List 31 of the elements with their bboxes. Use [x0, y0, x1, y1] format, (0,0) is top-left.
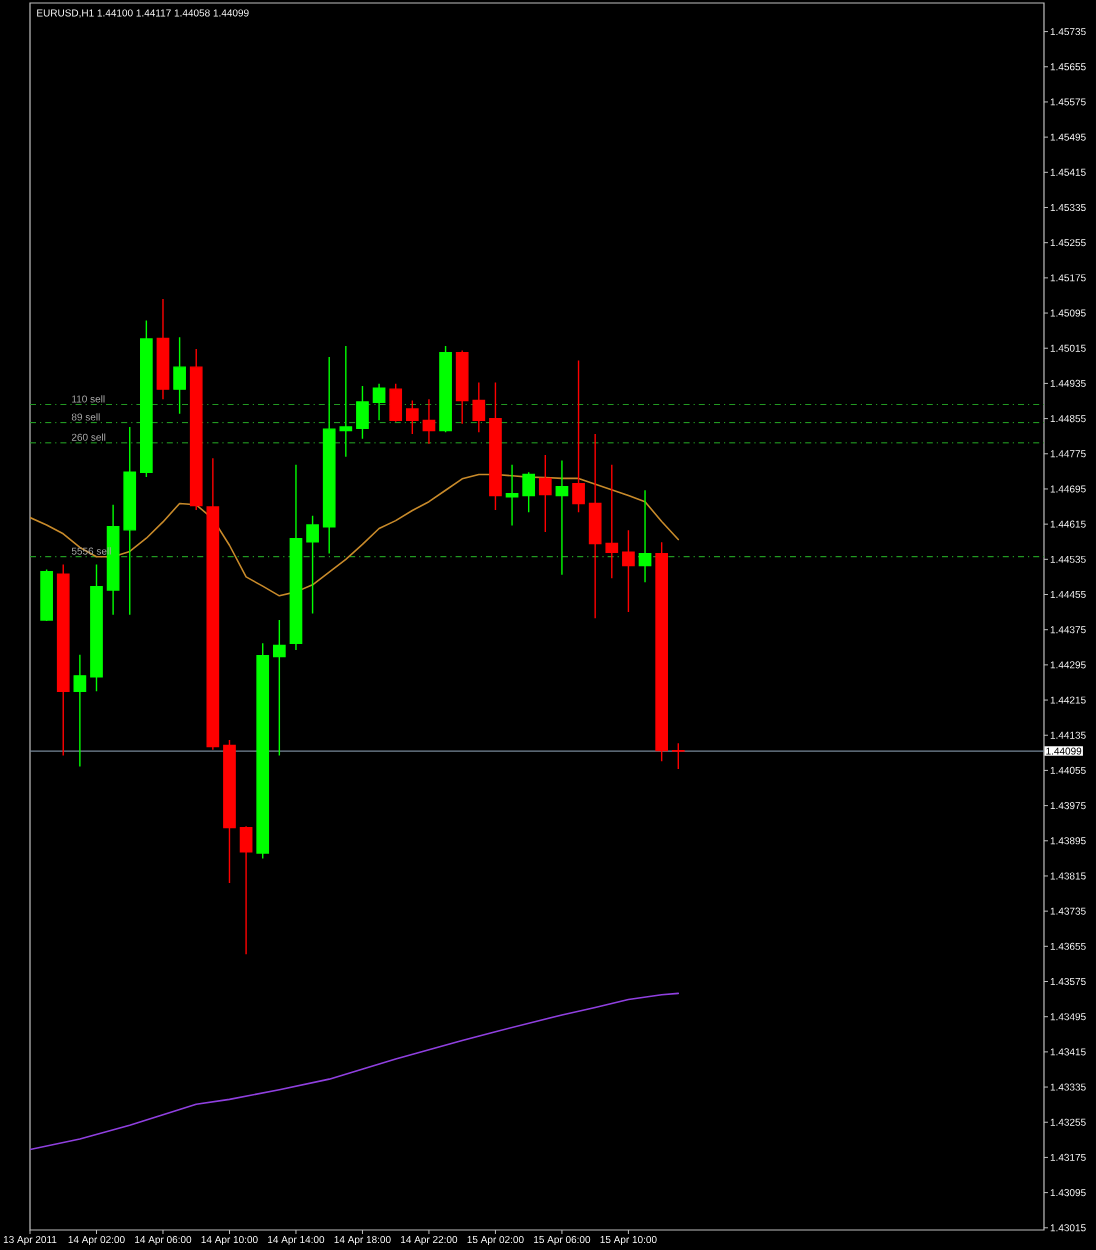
- candlestick: [140, 319, 153, 478]
- candlestick: [90, 563, 103, 692]
- candlestick: [522, 471, 536, 513]
- candlestick: [405, 399, 419, 435]
- candlestick: [356, 385, 369, 440]
- candlestick: [638, 489, 652, 583]
- candlestick: [256, 642, 270, 860]
- candlestick: [389, 383, 403, 423]
- candlestick: [655, 541, 669, 762]
- candlestick: [40, 568, 53, 622]
- candlestick: [239, 825, 253, 955]
- candlestick: [622, 529, 635, 613]
- candlestick: [56, 563, 70, 757]
- candlestick: [206, 457, 220, 751]
- candlestick: [289, 464, 303, 651]
- candlestick: [555, 459, 569, 576]
- candlestick: [156, 298, 170, 400]
- candlestick: [422, 398, 436, 445]
- candlestick: [671, 742, 685, 770]
- candlestick: [123, 426, 137, 616]
- candlestick: [439, 345, 452, 433]
- candlestick: [173, 336, 186, 415]
- candlestick: [572, 359, 585, 513]
- candlestick: [223, 739, 236, 884]
- candlestick: [306, 515, 319, 615]
- candlestick: [489, 381, 502, 511]
- candlestick: [189, 348, 203, 511]
- candlestick: [505, 464, 519, 527]
- candlestick: [73, 654, 87, 768]
- candlestick: [538, 454, 552, 533]
- candlestick: [372, 383, 386, 422]
